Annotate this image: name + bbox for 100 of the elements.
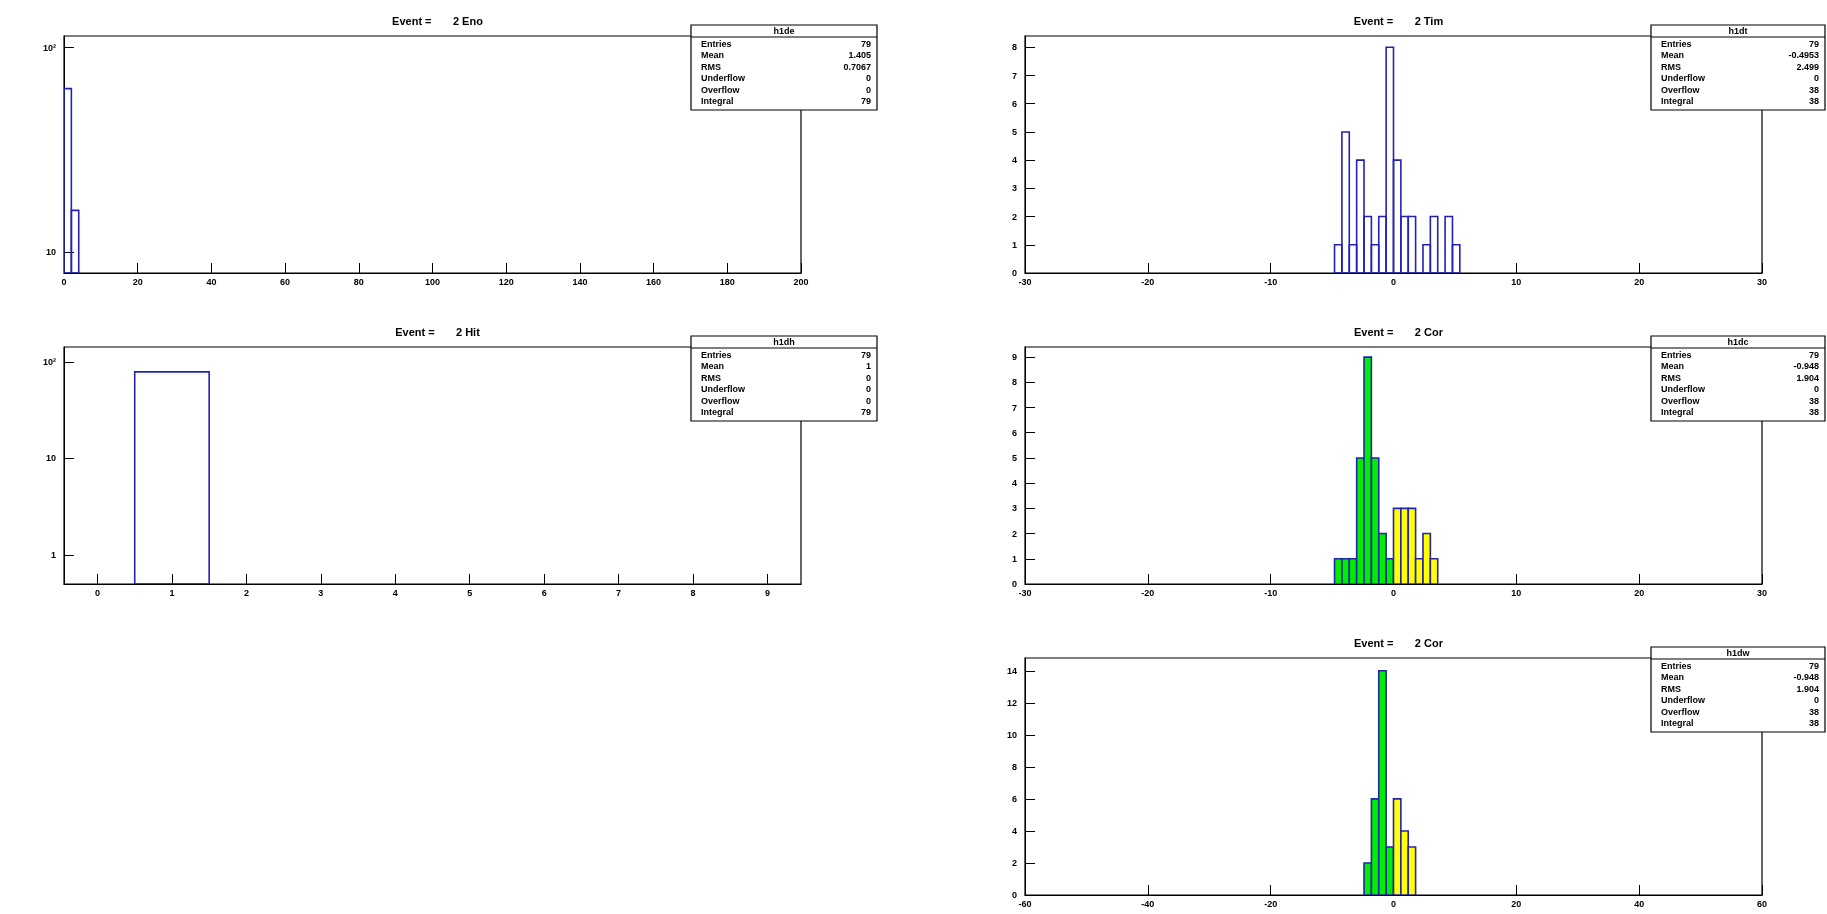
x-tick-label: 9	[764, 587, 771, 598]
y-tick-label: 3	[1011, 183, 1017, 194]
text: Mean -0.948	[1661, 672, 1819, 683]
x-tick-label: 0	[1390, 898, 1397, 909]
text: Mean 1.405	[701, 50, 871, 61]
x-tick-label: 20	[132, 276, 143, 287]
x-tick-label: 30	[1756, 587, 1768, 598]
text: Entries 79	[1661, 349, 1819, 360]
y-tick-label: 9	[1011, 352, 1017, 363]
x-tick-label: 10	[1511, 587, 1522, 598]
x-tick-label: 2	[243, 587, 249, 598]
y-tick-label: 1	[50, 549, 56, 560]
y-tick-label: 10²	[42, 42, 56, 53]
x-tick-label: 20	[1634, 587, 1645, 598]
x-tick-label: 40	[1634, 898, 1645, 909]
x-tick-label: 8	[690, 587, 696, 598]
text: Integral 38	[1661, 718, 1819, 729]
x-tick-label: 0	[1390, 276, 1397, 287]
y-tick-label: 8	[1011, 377, 1017, 388]
x-tick-label: -60	[1018, 898, 1032, 909]
y-tick-label: 6	[1011, 427, 1017, 438]
y-tick-label: 10	[45, 247, 56, 258]
y-tick-label: 0	[1011, 268, 1017, 278]
text: Integral 79	[701, 96, 871, 107]
y-tick-label: 10	[1006, 729, 1017, 740]
text: h1dw	[1726, 648, 1751, 658]
text: RMS 1.904	[1661, 683, 1819, 694]
chart-title: Event = 2 Eno	[392, 14, 484, 27]
text: Overflow 38	[1661, 84, 1819, 95]
x-tick-label: -40	[1141, 898, 1155, 909]
y-tick-label: 4	[1011, 478, 1017, 489]
x-tick-label: 80	[353, 276, 364, 287]
x-tick-label: 7	[616, 587, 622, 598]
text: Overflow 38	[1661, 706, 1819, 717]
y-tick-label: 10	[45, 453, 56, 464]
x-tick-label: 0	[61, 276, 67, 287]
x-tick-label: 20	[1511, 898, 1522, 909]
y-tick-label: 4	[1011, 825, 1017, 836]
text: h1dc	[1727, 337, 1749, 347]
x-tick-label: 10	[1511, 276, 1522, 287]
text: Integral 38	[1661, 96, 1819, 107]
x-tick-label: 5	[467, 587, 473, 598]
text: Entries 79	[1661, 38, 1819, 49]
x-tick-label: 6	[541, 587, 547, 598]
x-tick-label: 160	[646, 276, 662, 287]
x-tick-label: 0	[1390, 587, 1397, 598]
text: Underflow 0	[1661, 73, 1819, 84]
x-tick-label: 60	[280, 276, 291, 287]
y-tick-label: 2	[1011, 528, 1017, 539]
text: RMS 0.7067	[701, 61, 871, 72]
y-tick-label: 5	[1011, 126, 1017, 137]
y-tick-label: 4	[1011, 155, 1017, 166]
text: RMS 1.904	[1661, 372, 1819, 383]
y-tick-label: 3	[1011, 503, 1017, 514]
x-tick-label: 20	[1634, 276, 1645, 287]
y-tick-label: 0	[1011, 579, 1017, 589]
text: Overflow 38	[1661, 395, 1819, 406]
annotation: h1de	[773, 26, 795, 36]
text: Entries 79	[1661, 660, 1819, 671]
text: Overflow 0	[701, 395, 871, 406]
text: h1dt	[1728, 26, 1748, 36]
x-tick-label: 60	[1756, 898, 1768, 909]
y-tick-label: 2	[1011, 211, 1017, 222]
x-tick-label: -20	[1141, 587, 1155, 598]
y-tick-label: 2	[1011, 857, 1017, 868]
y-tick-label: 10²	[42, 356, 56, 367]
text: Entries 79	[701, 349, 871, 360]
x-tick-label: 1	[169, 587, 175, 598]
text: Integral 79	[701, 407, 871, 418]
x-tick-label: 40	[206, 276, 217, 287]
x-tick-label: 140	[572, 276, 588, 287]
x-tick-label: -20	[1264, 898, 1278, 909]
text: Mean 1	[701, 361, 871, 372]
x-tick-label: 180	[719, 276, 735, 287]
text: RMS 0	[701, 372, 871, 383]
text: Overflow 0	[701, 84, 871, 95]
x-tick-label: 120	[498, 276, 514, 287]
y-tick-label: 6	[1011, 98, 1017, 109]
chart-title: Event = 2 Cor	[1354, 325, 1444, 338]
chart-title: Event = 2 Tim	[1353, 14, 1444, 27]
text: Mean -0.4953	[1661, 50, 1819, 61]
x-tick-label: 200	[793, 276, 809, 287]
x-tick-label: -10	[1264, 276, 1278, 287]
text: Integral 38	[1661, 407, 1819, 418]
chart-title: Event = 2 Hit	[395, 325, 481, 338]
x-tick-label: -30	[1018, 587, 1032, 598]
text: Entries 79	[701, 38, 871, 49]
text: Underflow 0	[701, 384, 871, 395]
y-tick-label: 1	[1011, 239, 1017, 250]
x-tick-label: 0	[94, 587, 101, 598]
y-tick-label: 0	[1011, 890, 1017, 900]
y-tick-label: 6	[1011, 793, 1017, 804]
text: Underflow 0	[1661, 384, 1819, 395]
y-tick-label: 7	[1011, 402, 1017, 413]
y-tick-label: 5	[1011, 452, 1017, 463]
text: RMS 2.499	[1661, 61, 1819, 72]
x-tick-label: -20	[1141, 276, 1155, 287]
x-tick-label: 100	[424, 276, 441, 287]
text: Underflow 0	[701, 73, 871, 84]
x-tick-label: -30	[1018, 276, 1032, 287]
